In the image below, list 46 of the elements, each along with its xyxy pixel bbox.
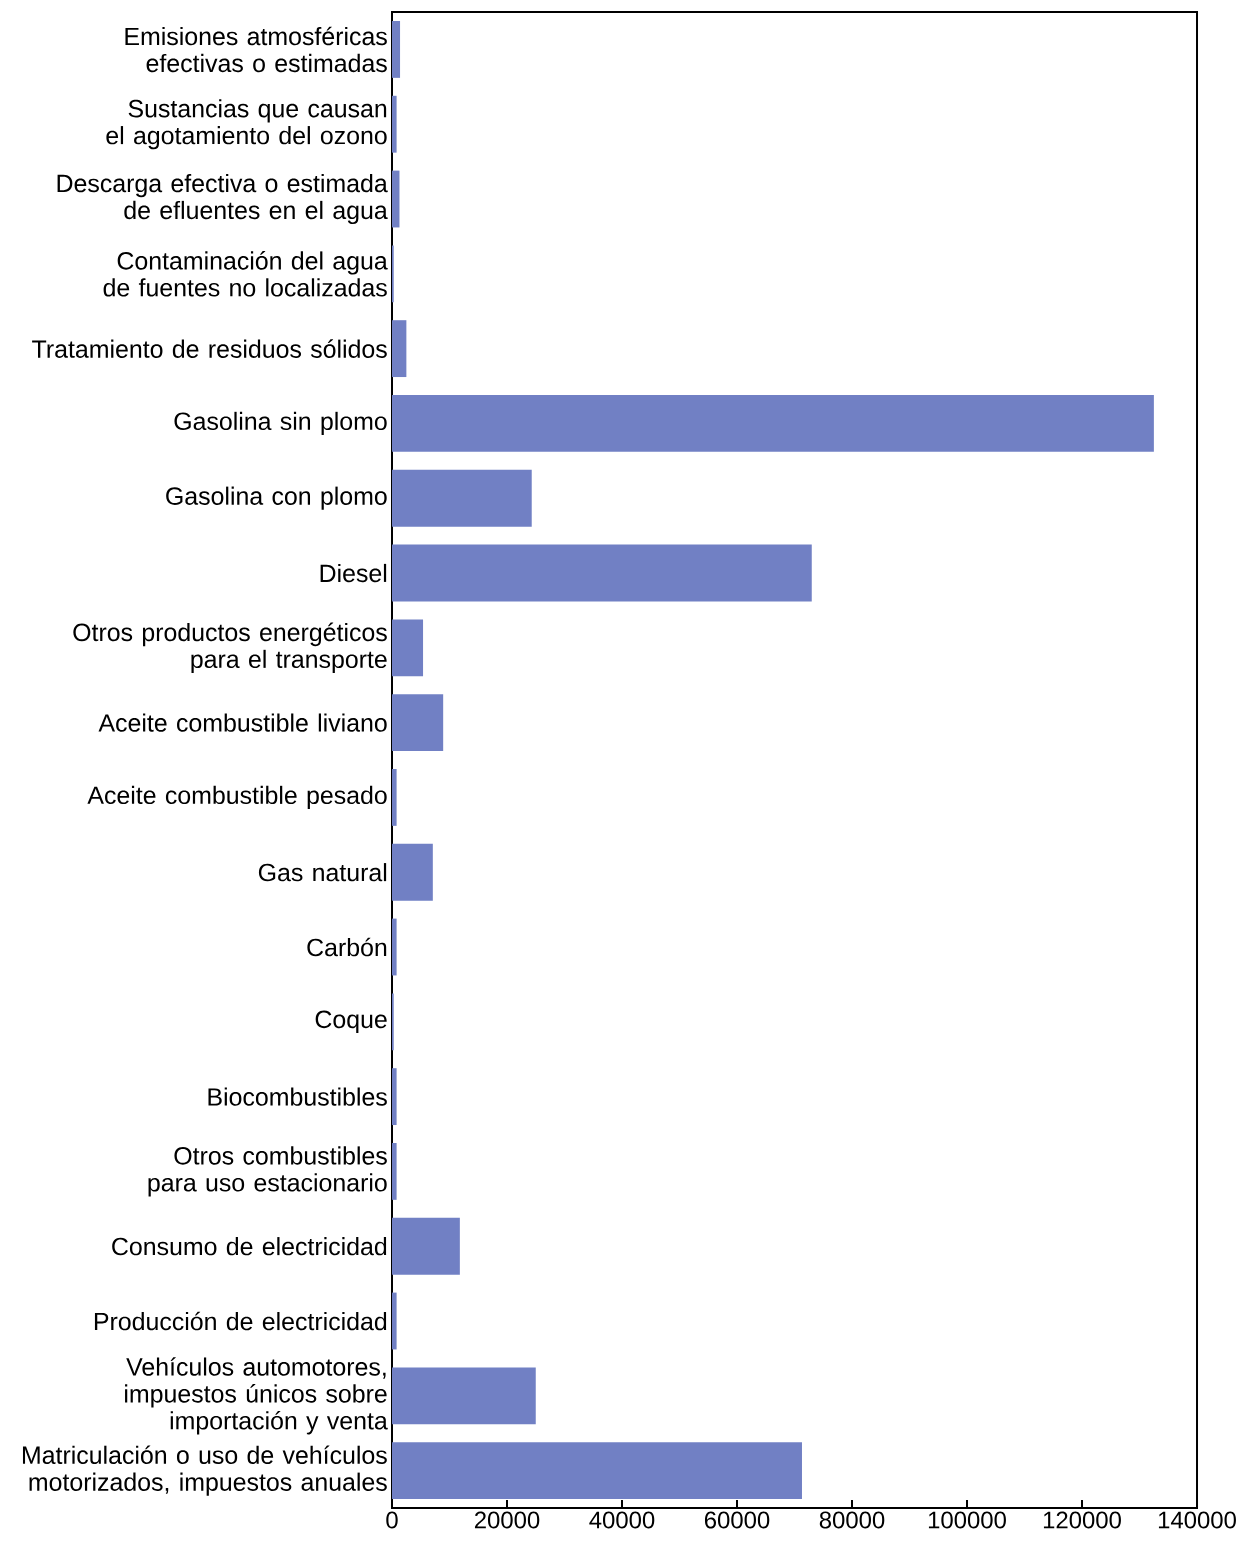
y-tick-label: Emisiones atmosféricas efectivas o estimadas (125, 26, 387, 73)
y-tick-label: Aceite combustible liviano (98, 713, 387, 732)
y-tick-label: Consumo de electricidad (112, 1237, 387, 1256)
bar (392, 619, 424, 677)
bar (392, 95, 397, 153)
bar (392, 1217, 460, 1275)
y-tick-label: Gasolina con plomo (166, 486, 387, 510)
y-tick-label: Sustancias que causan el agotamiento del ozono (106, 99, 387, 150)
x-tick-label: 100000 (928, 1511, 1006, 1529)
y-tick-label: Otros productos energéticos para el transporte (73, 622, 387, 674)
y-tick-label: Carbón (307, 937, 387, 957)
y-tick-label: Diesel (320, 563, 387, 583)
x-tick-label: 80000 (819, 1511, 885, 1529)
bar (392, 544, 812, 602)
x-tick-label: 40000 (589, 1511, 655, 1529)
x-tick-label: 120000 (1043, 1511, 1121, 1529)
x-tick-label: 0 (386, 1511, 398, 1529)
y-tick-label: Coque (315, 1010, 387, 1034)
x-tick-label: 20000 (474, 1511, 540, 1529)
bar (392, 694, 444, 752)
bar (392, 1292, 397, 1350)
bar (392, 170, 400, 228)
bar (392, 395, 1154, 452)
bar (392, 1367, 536, 1425)
bar (392, 320, 407, 378)
y-tick-label: Matriculación o uso de vehículos motorizados, impuestos anuales (22, 1445, 387, 1496)
y-tick-label: Producción de electricidad (94, 1311, 387, 1331)
bar (392, 1068, 397, 1126)
y-tick-label: Otros combustibles para uso estacionario (148, 1146, 387, 1197)
y-tick-label: Gasolina sin plomo (174, 411, 387, 436)
y-tick-label: Tratamiento de residuos sólidos (32, 339, 387, 358)
bar (392, 1442, 802, 1500)
bar (392, 843, 433, 901)
x-tick-label: 60000 (704, 1511, 770, 1529)
bar (392, 769, 397, 826)
bar (392, 918, 397, 976)
y-tick-label: Biocombustibles (208, 1087, 387, 1106)
x-tick-label: 140000 (1158, 1511, 1236, 1529)
y-tick-label: Aceite combustible pesado (87, 785, 387, 810)
y-tick-label: Contaminación del agua de fuentes no localizadas (103, 251, 388, 297)
y-tick-label: Gas natural (258, 863, 387, 882)
bar (392, 21, 401, 78)
bar (392, 1143, 397, 1200)
y-tick-label: Descarga efectiva o estimada de efluentes en el agua (57, 173, 388, 225)
bar (392, 469, 532, 527)
y-tick-label: Vehículos automotores, impuestos únicos sobre importación y venta (125, 1357, 388, 1435)
